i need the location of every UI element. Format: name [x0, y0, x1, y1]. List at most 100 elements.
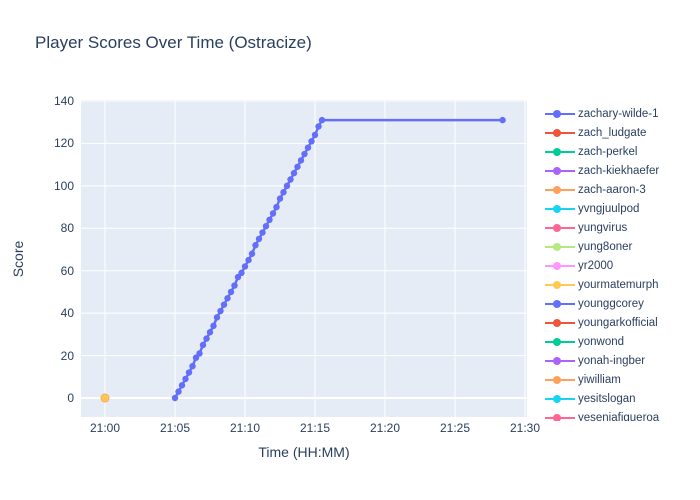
series-marker-zachary-wilde-1[interactable]	[185, 369, 193, 376]
legend-item-zach-kiekhaefer[interactable]: zach-kiekhaefer	[545, 161, 697, 180]
y-tick-label: 120	[53, 136, 74, 151]
series-marker-zachary-wilde-1[interactable]	[266, 216, 273, 223]
series-marker-zachary-wilde-1[interactable]	[196, 350, 203, 357]
series-marker-zachary-wilde-1[interactable]	[192, 354, 200, 361]
legend-line-marker-icon	[545, 299, 575, 308]
legend-item-yonwond[interactable]: yonwond	[545, 332, 697, 351]
series-marker-zachary-wilde-1[interactable]	[231, 282, 238, 289]
series-marker-zachary-wilde-1[interactable]	[297, 157, 305, 164]
legend-label: yourmatemurph	[578, 278, 659, 291]
legend-label: yiwilliam	[578, 373, 621, 386]
series-marker-zachary-wilde-1[interactable]	[210, 322, 217, 330]
series-marker-zachary-wilde-1[interactable]	[311, 131, 319, 139]
legend-label: yung8oner	[578, 240, 633, 253]
series-marker-zachary-wilde-1[interactable]	[199, 341, 207, 349]
legend-item-yung8oner[interactable]: yung8oner	[545, 237, 697, 256]
x-axis-title: Time (HH:MM)	[258, 444, 350, 460]
series-marker-zachary-wilde-1[interactable]	[294, 163, 301, 170]
data-point-yourmatemurph[interactable]	[101, 394, 109, 402]
legend-line-marker-icon	[545, 337, 575, 346]
series-marker-zachary-wilde-1[interactable]	[283, 182, 291, 190]
series-marker-zachary-wilde-1[interactable]	[238, 269, 245, 277]
plot-area[interactable]	[81, 100, 527, 417]
legend-line-marker-icon	[545, 242, 575, 251]
series-marker-zachary-wilde-1[interactable]	[301, 150, 308, 158]
legend-item-youngarkofficial[interactable]: youngarkofficial	[545, 313, 697, 332]
x-tick-label: 21:30	[509, 421, 541, 435]
series-marker-zachary-wilde-1[interactable]	[499, 116, 506, 124]
legend-label: youngarkofficial	[578, 316, 658, 329]
legend-line-marker-icon	[545, 413, 575, 421]
legend-line-marker-icon	[545, 280, 575, 289]
y-tick-label: 40	[60, 306, 74, 321]
legend-label: yesitslogan	[578, 392, 636, 405]
series-marker-zachary-wilde-1[interactable]	[290, 169, 298, 177]
series-marker-zachary-wilde-1[interactable]	[276, 195, 284, 202]
series-marker-zachary-wilde-1[interactable]	[252, 242, 259, 249]
series-marker-zachary-wilde-1[interactable]	[175, 388, 182, 395]
series-marker-zachary-wilde-1[interactable]	[259, 229, 266, 236]
x-tick-label: 21:05	[159, 421, 191, 435]
legend-label: zach_ludgate	[578, 126, 647, 139]
legend-item-zachary-wilde-1[interactable]: zachary-wilde-1	[545, 104, 697, 123]
series-marker-zachary-wilde-1[interactable]	[269, 210, 277, 217]
legend-line-marker-icon	[545, 318, 575, 327]
legend-line-marker-icon	[545, 128, 575, 137]
legend-item-zach-aaron-3[interactable]: zach-aaron-3	[545, 180, 697, 199]
y-tick-label: 20	[60, 348, 74, 363]
series-marker-zachary-wilde-1[interactable]	[224, 295, 231, 302]
series-marker-zachary-wilde-1[interactable]	[227, 288, 235, 296]
series-marker-zachary-wilde-1[interactable]	[315, 123, 322, 130]
series-marker-zachary-wilde-1[interactable]	[203, 335, 210, 342]
series-marker-zachary-wilde-1[interactable]	[189, 362, 196, 370]
series-marker-zachary-wilde-1[interactable]	[217, 307, 224, 315]
series-marker-zachary-wilde-1[interactable]	[220, 301, 228, 308]
legend-label: yonwond	[578, 335, 625, 348]
legend-label: younggcorey	[578, 297, 644, 310]
legend-item-yiwilliam[interactable]: yiwilliam	[545, 370, 697, 389]
series-marker-zachary-wilde-1[interactable]	[308, 138, 315, 145]
series-marker-zachary-wilde-1[interactable]	[171, 394, 179, 402]
series-marker-zachary-wilde-1[interactable]	[206, 329, 214, 336]
series-marker-zachary-wilde-1[interactable]	[287, 176, 294, 183]
y-tick-label: 100	[53, 178, 74, 193]
series-marker-zachary-wilde-1[interactable]	[241, 263, 249, 270]
y-tick-label: 80	[60, 221, 74, 236]
series-marker-zachary-wilde-1[interactable]	[178, 382, 186, 389]
legend-label: yr2000	[578, 259, 614, 272]
legend-label: yvngjuulpod	[578, 202, 640, 215]
legend-item-zach-perkel[interactable]: zach-perkel	[545, 142, 697, 161]
series-marker-zachary-wilde-1[interactable]	[318, 116, 326, 124]
series-marker-zachary-wilde-1[interactable]	[280, 189, 287, 196]
legend-item-yonah-ingber[interactable]: yonah-ingber	[545, 351, 697, 370]
legend-label: yonah-ingber	[578, 354, 646, 367]
legend-item-yeseniafigueroa[interactable]: yeseniafigueroa	[545, 408, 697, 421]
series-marker-zachary-wilde-1[interactable]	[245, 256, 252, 264]
legend-label: zach-aaron-3	[578, 183, 646, 196]
y-tick-label: 60	[60, 263, 74, 278]
legend-item-yourmatemurph[interactable]: yourmatemurph	[545, 275, 697, 294]
series-marker-zachary-wilde-1[interactable]	[273, 203, 280, 211]
legend-line-marker-icon	[545, 204, 575, 213]
legend-line-marker-icon	[545, 109, 575, 118]
legend-item-yr2000[interactable]: yr2000	[545, 256, 697, 275]
series-marker-zachary-wilde-1[interactable]	[255, 235, 263, 243]
legend-item-zach_ludgate[interactable]: zach_ludgate	[545, 123, 697, 142]
series-marker-zachary-wilde-1[interactable]	[262, 222, 270, 230]
legend-label: zach-kiekhaefer	[578, 164, 660, 177]
series-marker-zachary-wilde-1[interactable]	[213, 314, 221, 321]
series-marker-zachary-wilde-1[interactable]	[182, 375, 189, 383]
series-marker-zachary-wilde-1[interactable]	[234, 273, 242, 281]
legend-item-younggcorey[interactable]: younggcorey	[545, 294, 697, 313]
series-marker-zachary-wilde-1[interactable]	[304, 144, 312, 151]
legend-item-yvngjuulpod[interactable]: yvngjuulpod	[545, 199, 697, 218]
legend-label: zach-perkel	[578, 145, 638, 158]
series-marker-zachary-wilde-1[interactable]	[248, 250, 256, 257]
legend-label: yungvirus	[578, 221, 628, 234]
legend-item-yesitslogan[interactable]: yesitslogan	[545, 389, 697, 408]
legend-line-marker-icon	[545, 223, 575, 232]
legend-label: yeseniafigueroa	[578, 411, 660, 422]
legend-item-yungvirus[interactable]: yungvirus	[545, 218, 697, 237]
